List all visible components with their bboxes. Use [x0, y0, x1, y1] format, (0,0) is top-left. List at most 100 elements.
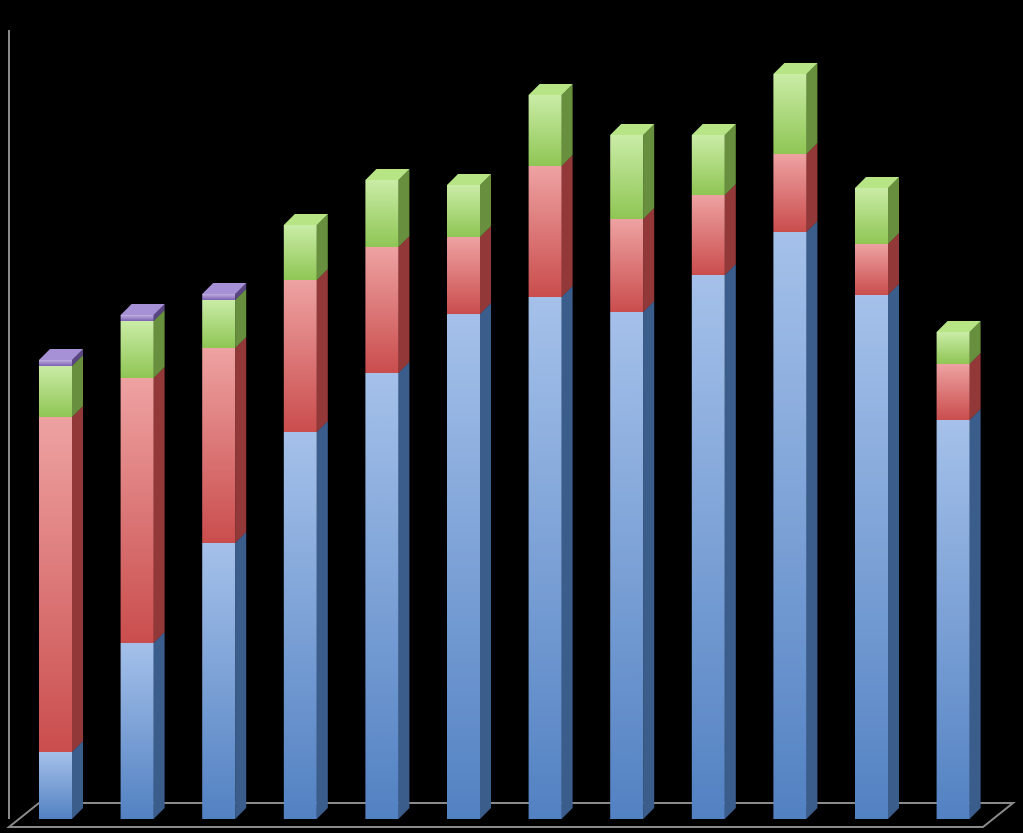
bar-segment: [39, 366, 72, 417]
bar-stack: [202, 283, 247, 819]
bar-segment-side: [643, 208, 655, 312]
bar-segment: [855, 188, 888, 244]
bar-segment: [447, 185, 480, 237]
bars: [39, 63, 981, 819]
bar-segment: [447, 314, 480, 819]
bar-segment-side: [398, 236, 410, 373]
bar-segment: [610, 312, 644, 819]
bar-segment: [447, 237, 480, 314]
bar-stack: [365, 169, 410, 819]
bar-top-cap: [120, 304, 165, 315]
bar-segment-side: [72, 349, 83, 366]
bar-segment-side: [316, 214, 328, 280]
bar-top-cap: [283, 214, 328, 225]
bar-segment-side: [806, 221, 818, 819]
bar-segment-side: [561, 286, 573, 819]
bar-segment: [528, 297, 562, 819]
bar-segment: [202, 294, 236, 300]
bar-top-cap: [365, 169, 410, 180]
bar-segment-side: [235, 289, 247, 348]
bar-segment: [202, 543, 236, 819]
bar-segment: [283, 432, 317, 819]
bar-segment: [936, 420, 970, 819]
bar-segment-side: [806, 143, 818, 232]
bar-segment-side: [153, 310, 165, 378]
bar-segment-side: [806, 63, 818, 154]
bar-segment: [528, 95, 562, 166]
bar-top-cap: [610, 124, 655, 135]
bar-segment-side: [398, 169, 410, 247]
bar-stack: [447, 174, 491, 819]
bar-segment-side: [969, 409, 981, 819]
bar-segment-side: [888, 284, 899, 819]
bar-segment-side: [561, 84, 573, 166]
bar-segment-side: [724, 264, 736, 819]
bar-stack: [120, 304, 165, 819]
bar-segment: [528, 166, 562, 297]
bar-segment: [365, 247, 399, 373]
bar-segment: [855, 244, 888, 295]
axes: [6, 30, 1016, 828]
bar-segment: [120, 643, 154, 819]
bar-segment-side: [316, 269, 328, 432]
bar-segment-side: [969, 321, 981, 364]
bar-segment-side: [235, 532, 247, 819]
chart-floor: [6, 802, 1016, 828]
bar-segment: [202, 300, 236, 348]
bar-stack: [773, 63, 818, 819]
bar-segment: [691, 195, 725, 275]
bar-segment-side: [235, 283, 247, 300]
bar-segment: [691, 135, 725, 195]
bar-segment-side: [724, 184, 736, 275]
bar-segment-side: [153, 304, 165, 321]
bar-segment-side: [72, 741, 83, 819]
bar-top-cap: [447, 174, 491, 185]
bar-segment: [773, 74, 807, 154]
bar-segment: [120, 378, 154, 643]
bar-top-cap: [528, 84, 573, 95]
bar-stack: [855, 177, 899, 819]
bar-segment-side: [316, 421, 328, 819]
bar-segment-side: [72, 355, 83, 417]
bar-stack: [283, 214, 328, 819]
bar-segment-side: [561, 155, 573, 297]
bar-segment: [39, 752, 72, 819]
bar-segment: [39, 417, 72, 752]
bar-top-cap: [202, 283, 247, 294]
bar-segment-side: [72, 406, 83, 752]
bar-segment: [936, 364, 970, 420]
bar-stack: [39, 349, 83, 819]
bar-segment: [120, 321, 154, 378]
bar-top-cap: [855, 177, 899, 188]
bar-segment-side: [480, 174, 491, 237]
bar-segment-side: [969, 353, 981, 420]
bar-segment-side: [153, 632, 165, 819]
bar-segment: [936, 332, 970, 364]
bar-segment-side: [643, 124, 655, 219]
bar-segment-side: [480, 303, 491, 819]
bar-segment-side: [153, 367, 165, 643]
bar-segment: [283, 280, 317, 432]
bar-segment: [120, 315, 154, 321]
bar-segment: [283, 225, 317, 280]
bar-segment-side: [480, 226, 491, 314]
bar-segment: [610, 135, 644, 219]
bar-segment: [691, 275, 725, 819]
bar-segment: [365, 373, 399, 819]
bar-top-cap: [773, 63, 818, 74]
bar-segment-side: [888, 177, 899, 244]
bar-stack: [528, 84, 573, 819]
bar-top-cap: [691, 124, 736, 135]
bar-top-cap: [936, 321, 981, 332]
bar-segment-side: [643, 301, 655, 819]
bar-segment-side: [235, 337, 247, 543]
bar-segment: [855, 295, 888, 819]
bar-stack: [936, 321, 981, 819]
bar-segment: [773, 232, 807, 819]
bar-segment: [365, 180, 399, 247]
bar-segment: [610, 219, 644, 312]
bar-segment: [202, 348, 236, 543]
bar-segment-side: [398, 362, 410, 819]
